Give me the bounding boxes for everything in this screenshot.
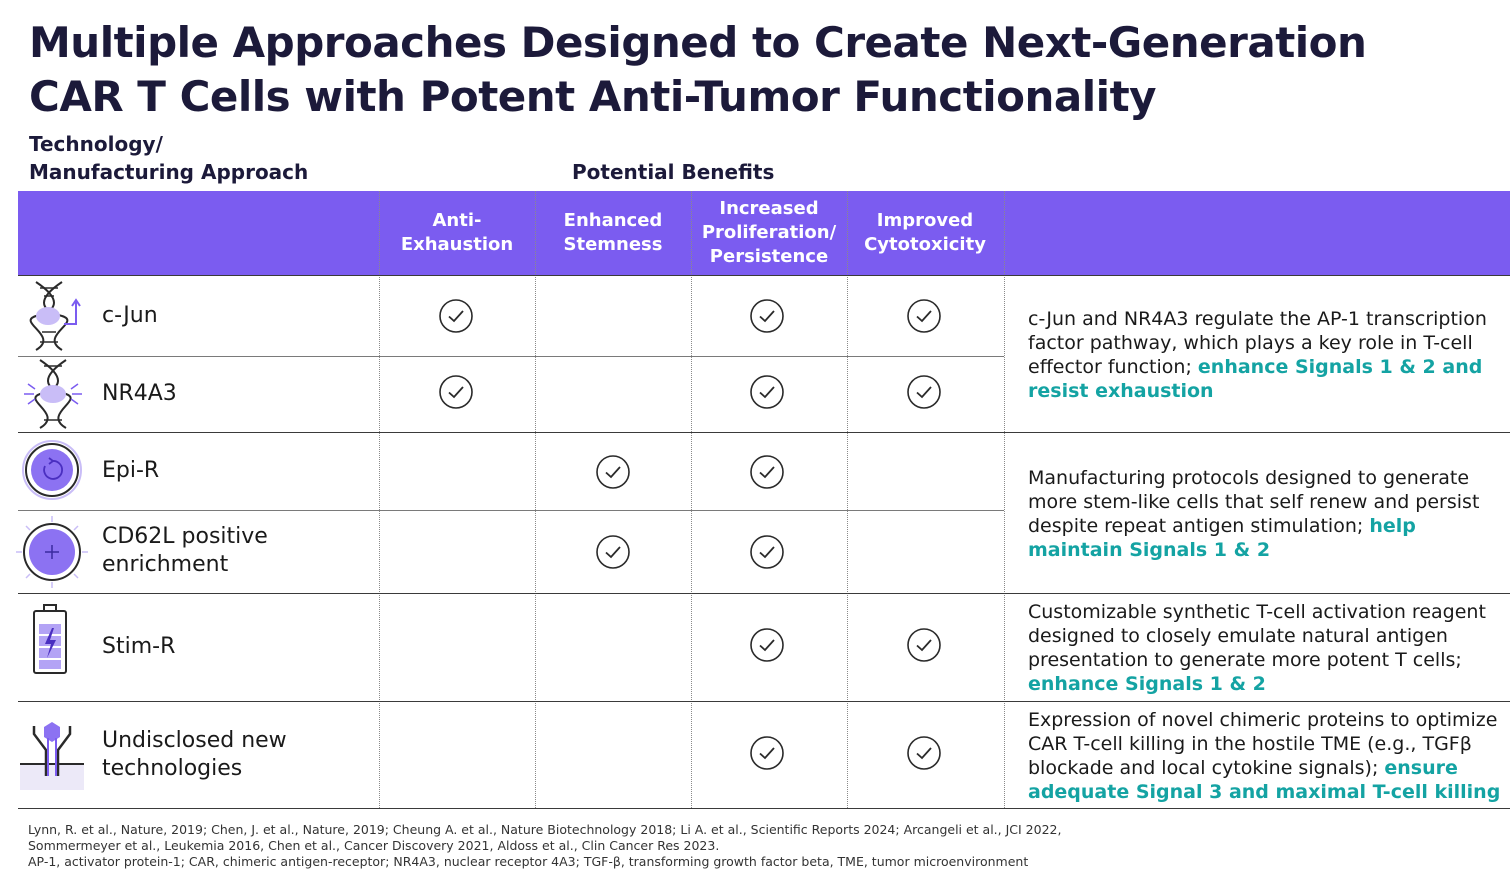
row-label-stim-r: Stim-R	[102, 633, 175, 661]
row-divider	[18, 701, 1510, 702]
check-icon	[750, 299, 784, 333]
check-icon	[907, 628, 941, 662]
row-divider	[18, 808, 1510, 809]
reference-line: AP-1, activator protein-1; CAR, chimeric…	[28, 854, 1029, 869]
column-divider	[1004, 191, 1005, 808]
battery-bolt-icon	[33, 604, 67, 674]
column-divider	[379, 191, 380, 808]
reference-line: Lynn, R. et al., Nature, 2019; Chen, J. …	[28, 822, 1062, 837]
receptor-icon	[20, 722, 84, 790]
check-icon	[750, 628, 784, 662]
cell-plus-icon	[16, 516, 88, 588]
technology-column-label: Technology/ Manufacturing Approach	[29, 130, 308, 186]
header-line: Increased	[719, 198, 819, 219]
row-label-line: Undisclosed new	[102, 728, 287, 753]
header-line: Cytotoxicity	[864, 234, 986, 255]
description-text: c-Jun and NR4A3 regulate the AP-1 transc…	[1028, 308, 1487, 378]
description-undisclosed: Expression of novel chimeric proteins to…	[1028, 708, 1503, 804]
column-divider	[535, 191, 536, 808]
page-title-line2: CAR T Cells with Potent Anti-Tumor Funct…	[29, 72, 1157, 121]
check-icon	[439, 375, 473, 409]
header-line: Exhaustion	[400, 234, 514, 255]
benefits-column-label: Potential Benefits	[572, 160, 775, 184]
row-label-cd62l: CD62L positive enrichment	[102, 523, 268, 579]
description-highlight: help maintain Signals 1 & 2	[1028, 515, 1416, 561]
description-highlight: enhance Signals 1 & 2 and resist exhaust…	[1028, 356, 1483, 402]
row-divider	[18, 356, 1004, 357]
technology-label-line2: Manufacturing Approach	[29, 160, 309, 184]
row-label-line: Epi-R	[102, 458, 160, 483]
row-label-line: Stim-R	[102, 634, 176, 659]
page-title: Multiple Approaches Designed to Create N…	[29, 16, 1429, 124]
row-label-nr4a3: NR4A3	[102, 380, 177, 408]
column-divider	[691, 191, 692, 808]
description-c-jun-nr4a3: c-Jun and NR4A3 regulate the AP-1 transc…	[1028, 307, 1503, 403]
header-improved-cytotoxicity: Improved Cytotoxicity	[848, 191, 1002, 275]
row-divider	[18, 275, 1510, 276]
table-header-band	[18, 191, 1510, 275]
column-divider	[847, 191, 848, 808]
row-label-line: c-Jun	[102, 303, 158, 328]
reference-line: Sommermeyer et al., Leukemia 2016, Chen …	[28, 838, 720, 853]
row-divider	[18, 593, 1510, 594]
references-footnote: Lynn, R. et al., Nature, 2019; Chen, J. …	[28, 822, 1488, 870]
description-highlight: enhance Signals 1 & 2	[1028, 673, 1266, 695]
page-title-line1: Multiple Approaches Designed to Create N…	[29, 18, 1367, 67]
check-icon	[439, 299, 473, 333]
row-label-line: enrichment	[102, 552, 229, 577]
description-stim-r: Customizable synthetic T-cell activation…	[1028, 600, 1503, 696]
header-enhanced-stemness: Enhanced Stemness	[536, 191, 690, 275]
dna-arrow-icon	[29, 281, 81, 351]
check-icon	[596, 535, 630, 569]
description-text: Manufacturing protocols designed to gene…	[1028, 467, 1480, 537]
row-label-line: technologies	[102, 756, 243, 781]
row-label-c-jun: c-Jun	[102, 302, 158, 330]
row-label-undisclosed: Undisclosed new technologies	[102, 727, 287, 783]
check-icon	[596, 455, 630, 489]
header-line: Enhanced	[563, 210, 663, 231]
description-highlight: ensure adequate Signal 3 and maximal T-c…	[1028, 757, 1501, 803]
header-anti-exhaustion: Anti- Exhaustion	[380, 191, 534, 275]
check-icon	[750, 736, 784, 770]
header-line: Improved	[876, 210, 974, 231]
header-line: Stemness	[563, 234, 663, 255]
header-line: Proliferation/	[701, 222, 837, 243]
check-icon	[750, 375, 784, 409]
dna-burst-icon	[24, 359, 82, 429]
technology-label-line1: Technology/	[29, 132, 163, 156]
check-icon	[750, 455, 784, 489]
row-label-line: NR4A3	[102, 381, 177, 406]
check-icon	[907, 299, 941, 333]
description-epi-r-cd62l: Manufacturing protocols designed to gene…	[1028, 466, 1503, 562]
row-label-epi-r: Epi-R	[102, 457, 159, 485]
header-line: Persistence	[709, 246, 829, 267]
cell-cycle-icon	[22, 440, 82, 500]
check-icon	[750, 535, 784, 569]
row-divider	[18, 510, 1004, 511]
header-line: Anti-	[432, 210, 482, 231]
check-icon	[907, 736, 941, 770]
header-increased-proliferation: Increased Proliferation/Persistence	[692, 191, 846, 275]
row-divider	[18, 432, 1510, 433]
description-text: Customizable synthetic T-cell activation…	[1028, 601, 1486, 671]
check-icon	[907, 375, 941, 409]
row-label-line: CD62L positive	[102, 524, 268, 549]
description-text: Expression of novel chimeric proteins to…	[1028, 709, 1498, 779]
